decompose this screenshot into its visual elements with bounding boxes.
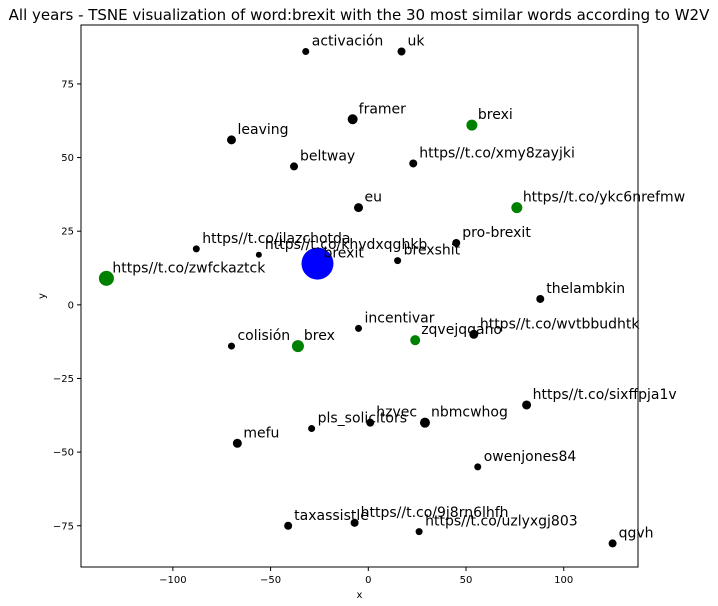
x-axis: −100 −50 0 50 100 <box>159 567 573 586</box>
data-point <box>226 135 236 145</box>
point-label: https//t.co/xmy8zayjki <box>419 145 575 161</box>
data-point <box>227 342 235 350</box>
y-tick-label: 50 <box>61 153 74 164</box>
data-point <box>347 114 358 125</box>
point-label: framer <box>359 101 407 117</box>
x-tick-label: 50 <box>460 575 473 586</box>
point-label: incentivar <box>365 310 435 326</box>
data-point <box>522 400 532 410</box>
data-point <box>409 159 418 168</box>
point-label: https//t.co/khvdxqghkb <box>265 237 428 253</box>
point-label: hzvec <box>376 405 417 421</box>
data-point <box>469 329 479 339</box>
data-point <box>466 119 478 131</box>
data-point <box>419 417 430 428</box>
data-point <box>301 247 334 280</box>
point-label: taxassistle <box>294 508 369 524</box>
plot-area: brexit activación uk framer brexi leaving belt… <box>98 34 685 548</box>
y-tick-label: 25 <box>61 227 74 238</box>
data-point <box>366 418 375 427</box>
x-tick-label: −50 <box>260 575 281 586</box>
data-point <box>410 335 421 346</box>
point-label: activación <box>312 34 384 50</box>
point-label: https//t.co/jlazchotda <box>202 231 350 247</box>
point-label: uk <box>408 34 426 50</box>
point-label: https//t.co/zwfckaztck <box>112 260 266 276</box>
point-label: owenjones84 <box>484 449 577 465</box>
axes-frame <box>80 24 639 568</box>
data-point <box>397 47 406 56</box>
y-tick-label: −25 <box>53 374 74 385</box>
data-point <box>394 257 402 265</box>
y-axis-label: y <box>37 293 48 299</box>
data-point <box>302 48 310 56</box>
data-point <box>415 528 423 536</box>
chart-title: All years - TSNE visualization of word:b… <box>9 6 710 24</box>
point-label: pls_solicitors <box>318 411 407 427</box>
data-point <box>308 425 316 433</box>
point-label: nbmcwhog <box>431 405 508 421</box>
y-axis: −75 −50 −25 0 25 50 75 <box>53 79 81 532</box>
data-point <box>452 238 461 247</box>
x-axis-label: x <box>357 590 363 601</box>
point-label: zqvejqqano <box>421 322 502 338</box>
data-point <box>355 324 363 332</box>
data-point <box>608 539 617 548</box>
point-label: brex <box>304 328 335 344</box>
data-point <box>291 340 304 353</box>
data-point <box>232 438 242 448</box>
point-label: colisión <box>237 328 290 344</box>
point-label: https//t.co/uzlyxgj803 <box>425 514 578 530</box>
point-label: eu <box>365 190 383 206</box>
y-tick-label: −50 <box>53 448 74 459</box>
data-point <box>536 294 545 303</box>
point-label: brexshit <box>404 243 461 259</box>
data-point <box>290 162 299 171</box>
point-label: https//t.co/sixffpja1v <box>533 387 677 403</box>
y-tick-label: 75 <box>61 79 74 90</box>
point-label: brexi <box>478 107 513 123</box>
data-point <box>284 521 293 530</box>
point-label: mefu <box>243 425 279 441</box>
point-label: https//t.co/ykc6nrefmw <box>523 190 685 206</box>
x-tick-label: 0 <box>365 575 371 586</box>
data-point <box>511 202 523 214</box>
data-point <box>350 518 359 527</box>
data-point <box>354 203 364 213</box>
y-tick-label: −75 <box>53 521 74 532</box>
y-tick-label: 0 <box>68 300 74 311</box>
point-label: qgvh <box>619 525 654 541</box>
point-label: thelambkin <box>546 281 625 297</box>
data-point <box>255 251 262 258</box>
point-label: brexit <box>323 246 364 262</box>
point-label: pro-brexit <box>462 225 531 241</box>
data-point <box>98 270 114 286</box>
point-label: https//t.co/wvtbbudhtk <box>480 316 641 332</box>
point-label: leaving <box>237 122 288 138</box>
x-tick-label: −100 <box>159 575 186 586</box>
point-label: beltway <box>300 148 355 164</box>
x-tick-label: 100 <box>554 575 573 586</box>
data-point <box>474 463 482 471</box>
point-label: https//t.co/9j8rn6lhfh <box>361 505 509 521</box>
data-point <box>192 245 200 253</box>
